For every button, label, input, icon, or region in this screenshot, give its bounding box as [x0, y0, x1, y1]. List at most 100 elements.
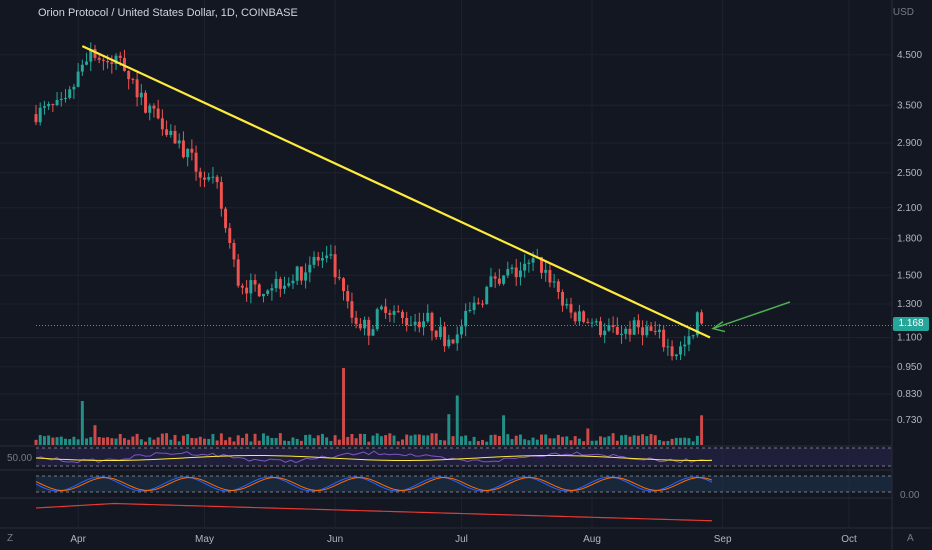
candle-body — [313, 257, 316, 265]
candle-body — [203, 178, 206, 180]
candle-body — [169, 131, 172, 135]
candle-body — [561, 292, 564, 306]
candle-body — [502, 276, 505, 284]
price-tick-label: 1.500 — [897, 270, 922, 281]
candle-body — [599, 321, 602, 335]
volume-bar — [683, 438, 686, 445]
candle-body — [275, 279, 278, 288]
volume-bar — [372, 436, 375, 445]
volume-bar — [308, 435, 311, 445]
volume-bar — [275, 438, 278, 445]
candle-body — [43, 106, 46, 108]
candle-body — [119, 56, 122, 58]
volume-bar — [144, 442, 147, 445]
candle-body — [523, 264, 526, 271]
candle-body — [372, 329, 375, 335]
candle-body — [460, 326, 463, 334]
candle-body — [296, 267, 299, 281]
volume-bar — [165, 433, 168, 445]
candle-body — [473, 303, 476, 310]
volume-bar — [346, 437, 349, 445]
candle-body — [283, 286, 286, 289]
volume-bar — [494, 435, 497, 445]
candle-body — [485, 287, 488, 304]
volume-bar — [624, 435, 627, 445]
candle-body — [464, 311, 467, 326]
volume-bar — [72, 437, 75, 445]
volume-bar — [98, 437, 101, 445]
candle-body — [47, 104, 50, 106]
candle-body — [633, 320, 636, 334]
candle-body — [498, 279, 501, 284]
volume-bar — [64, 439, 67, 445]
candle-body — [233, 243, 236, 259]
volume-bar — [195, 438, 198, 445]
candle-body — [270, 288, 273, 290]
candle-body — [190, 149, 193, 153]
candle-body — [102, 60, 105, 61]
candle-body — [131, 79, 134, 80]
last-price-tag: 1.168 — [893, 317, 929, 331]
time-tick-label: Jun — [327, 534, 343, 545]
volume-bar — [565, 436, 568, 445]
volume-bar — [233, 441, 236, 445]
time-tick-label: Oct — [841, 534, 857, 545]
price-axis[interactable]: 4.500 3.500 2.900 2.500 2.100 1.800 1.500 1.300… — [897, 50, 922, 426]
candle-body — [650, 326, 653, 331]
candle-body — [98, 58, 101, 60]
candle-body — [224, 209, 227, 228]
price-tick-label: 1.300 — [897, 299, 922, 310]
volume-bar — [536, 440, 539, 445]
candle-body — [431, 313, 434, 331]
volume-bar — [127, 440, 130, 445]
candle-body — [237, 259, 240, 285]
volume-bar — [540, 435, 543, 445]
volume-bar — [123, 438, 126, 445]
volume-bar — [207, 439, 210, 445]
volume-bar — [148, 437, 151, 445]
volume-bar — [283, 441, 286, 445]
volume-bar — [582, 441, 585, 445]
candle-body — [527, 263, 530, 264]
volume-bar — [152, 440, 155, 445]
candle-body — [148, 106, 151, 113]
candle-body — [405, 318, 408, 325]
volume-bar — [477, 441, 480, 445]
candle-body — [519, 271, 522, 278]
candle-body — [287, 283, 290, 285]
candle-body — [683, 345, 686, 347]
volume-bar — [110, 438, 113, 445]
volume-bar — [553, 438, 556, 445]
candle-body — [595, 321, 598, 322]
volume-bar — [321, 434, 324, 445]
volume-bar — [329, 441, 332, 445]
volume-bar — [376, 433, 379, 445]
volume-bar — [119, 434, 122, 445]
timezone-icon[interactable]: Z — [7, 533, 13, 544]
candle-body — [228, 228, 231, 243]
volume-bar — [511, 439, 514, 445]
volume-bar — [527, 440, 530, 445]
volume-bar — [481, 440, 484, 445]
volume-bar — [254, 434, 257, 445]
candle-body — [654, 331, 657, 332]
auto-scale-icon[interactable]: A — [907, 533, 914, 544]
price-tick-label: 2.100 — [897, 203, 922, 214]
candle-body — [346, 291, 349, 301]
volume-bar — [270, 438, 273, 445]
volume-bar — [43, 436, 46, 445]
volume-bar — [557, 435, 560, 445]
candle-body — [384, 307, 387, 313]
volume-bar — [203, 439, 206, 445]
volume-bar — [519, 435, 522, 445]
candle-body — [174, 131, 177, 143]
volume-bar — [380, 436, 383, 445]
volume-bar — [169, 440, 172, 445]
volume-bar — [502, 415, 505, 445]
candle-body — [532, 258, 535, 262]
volume-bar — [161, 434, 164, 445]
volume-bar — [60, 437, 63, 445]
candle-body — [350, 301, 353, 318]
candle-body — [481, 304, 484, 305]
